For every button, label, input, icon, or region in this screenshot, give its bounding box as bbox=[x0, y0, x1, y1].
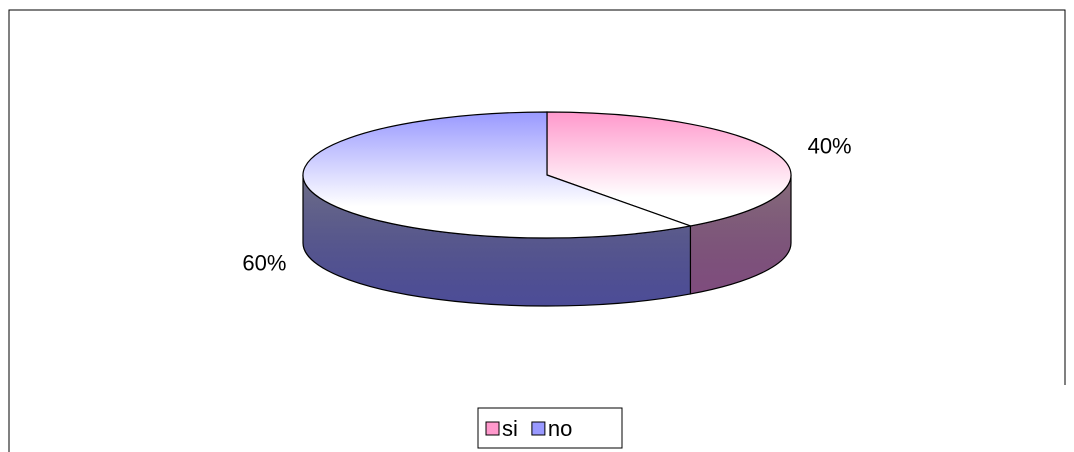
pie-slice bbox=[302, 111, 693, 239]
pie-slice bbox=[546, 111, 792, 227]
legend-box bbox=[477, 407, 623, 449]
legend-swatch bbox=[485, 421, 500, 436]
data-label: 40% bbox=[808, 133, 852, 158]
chart-frame bbox=[8, 9, 1066, 452]
legend-label: no bbox=[548, 416, 572, 441]
legend-swatch bbox=[531, 421, 546, 436]
legend-label: si bbox=[502, 416, 518, 441]
data-label: 60% bbox=[242, 250, 286, 275]
